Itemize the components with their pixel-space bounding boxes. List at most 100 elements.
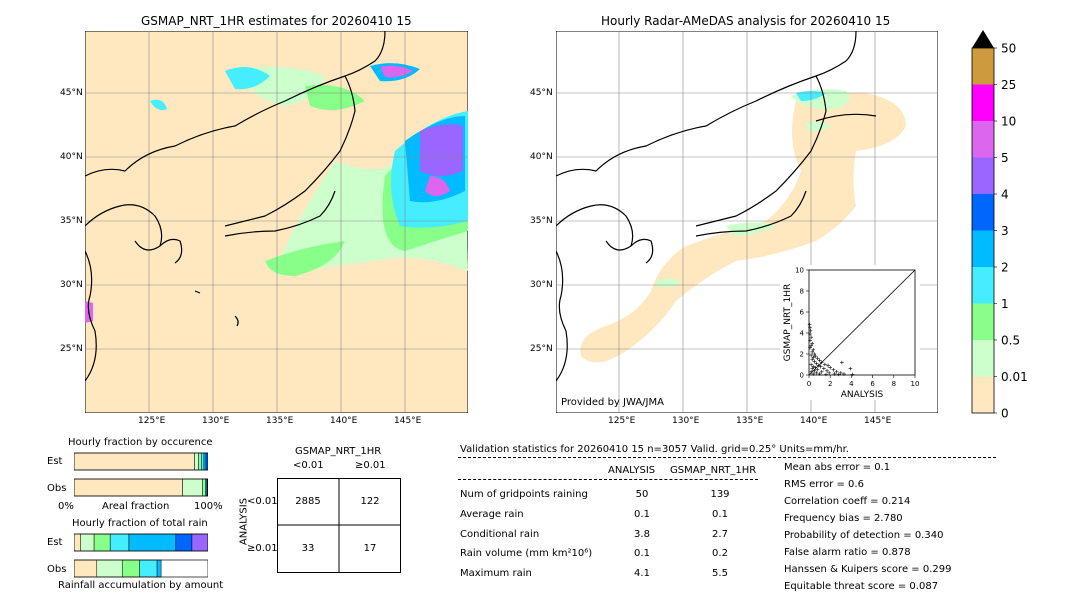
scatter-point: [828, 365, 832, 370]
left-lat-label-45: 45°N: [60, 88, 83, 98]
occurrence-bar-segment: [73, 478, 183, 497]
validation-row-label: Num of gridpoints raining: [460, 489, 588, 500]
left-map-title: GSMAP_NRT_1HR estimates for 20260410 15: [141, 14, 412, 28]
occurrence-bar-segment: [182, 478, 203, 497]
scatter-point: [842, 372, 846, 376]
score-frequency-bias: Frequency bias = 2.780: [784, 513, 903, 524]
validation-row-label: Average rain: [460, 509, 524, 520]
left-lon-label-125: 125°E: [138, 416, 166, 426]
total-rain-bar-segment: [175, 533, 193, 552]
left-map: [84, 30, 469, 414]
left-lat-label-35: 35°N: [60, 216, 83, 226]
scatter-xtick-label: 0: [807, 380, 811, 388]
colorbar-segment: [972, 84, 994, 121]
colorbar-canvas: 50 25 10 5 4 3 2 1 0.5 0.01 0: [971, 30, 1028, 421]
left-map-grid: [85, 31, 468, 413]
total-rain-bar-segment: [73, 559, 98, 578]
scatter-ytick-label: 6: [800, 309, 805, 317]
validation-row-gsmap: 0.1: [712, 509, 728, 520]
validation-col-gsmap: GSMAP_NRT_1HR: [670, 465, 757, 476]
validation-row-analysis: 50: [635, 489, 649, 500]
scatter-ytick-label: 4: [800, 330, 805, 338]
scatter-point: [808, 332, 812, 336]
validation-row-label: Maximum rain: [460, 568, 532, 579]
validation-divider: [458, 457, 996, 458]
contingency-table: [277, 478, 401, 573]
colorbar: 50 25 10 5 4 3 2 1 0.5 0.01 0: [970, 30, 1030, 421]
validation-row-analysis: 4.1: [634, 568, 650, 579]
total-rain-bar-segment: [109, 533, 130, 552]
colorbar-segment: [972, 267, 994, 304]
occurrence-bar-segment: [73, 452, 195, 471]
left-lon-label-135: 135°E: [266, 416, 294, 426]
occurrence-title: Hourly fraction by occurence: [68, 437, 213, 448]
contingency-cell-false-alarm: 122: [360, 496, 380, 507]
scatter-point: [811, 364, 816, 369]
scatter-point: [807, 322, 812, 327]
scatter-point: [812, 359, 817, 364]
occurrence-axis-left: 0%: [58, 501, 74, 512]
occurrence-chart: [73, 450, 209, 500]
scatter-point: [817, 372, 822, 376]
right-map-coastline: [555, 30, 877, 382]
scatter-point: [832, 372, 837, 376]
scatter-xtick-label: 2: [828, 380, 832, 388]
contingency-col-lt: <0.01: [293, 460, 324, 471]
right-lon-label-125: 125°E: [608, 416, 636, 426]
colorbar-tick-label: 0.5: [1001, 334, 1020, 348]
scatter-point: [808, 338, 812, 343]
right-lat-label-45: 45°N: [530, 88, 553, 98]
scatter-ytick-label: 0: [800, 372, 804, 380]
scatter-point: [840, 360, 844, 365]
scatter-point: [809, 353, 813, 357]
scatter-point: [813, 365, 818, 370]
colorbar-tick-label: 2: [1001, 261, 1009, 275]
occurrence-axis-right: 100%: [194, 501, 223, 512]
scatter-point: [816, 363, 821, 368]
occurrence-bar-segment: [198, 452, 202, 471]
contingency-cell-hit: 17: [363, 543, 377, 554]
right-lon-label-130: 130°E: [672, 416, 700, 426]
occurrence-axis-mid: Areal fraction: [102, 501, 170, 512]
colorbar-tick-label: 3: [1001, 224, 1009, 238]
right-analysis-area: [580, 89, 906, 363]
score-hk: Hanssen & Kuipers score = 0.299: [784, 564, 952, 575]
validation-row-gsmap: 2.7: [712, 529, 728, 540]
scatter-point: [819, 360, 824, 365]
scatter-point: [814, 371, 819, 375]
score-mean-abs-error: Mean abs error = 0.1: [784, 462, 891, 473]
scatter-point: [817, 358, 822, 363]
scatter-point: [848, 366, 853, 371]
colorbar-segment: [972, 157, 994, 194]
validation-row-analysis: 0.1: [634, 548, 650, 559]
scatter-xtick-label: 6: [870, 380, 875, 388]
scatter-point: [810, 357, 814, 362]
colorbar-segment: [972, 230, 994, 267]
scatter-point: [822, 366, 826, 371]
colorbar-over-arrow: [972, 30, 994, 48]
contingency-cell-miss: 33: [301, 543, 315, 554]
scatter-point: [818, 364, 823, 369]
right-lon-label-135: 135°E: [736, 416, 764, 426]
total-rain-row-obs: Obs: [47, 564, 67, 575]
score-rms-error: RMS error = 0.6: [784, 479, 864, 490]
scatter-point: [810, 341, 814, 346]
colorbar-segment: [972, 340, 994, 377]
colorbar-tick-label: 1: [1001, 297, 1009, 311]
validation-row-label: Rain volume (mm km²10⁶): [460, 548, 593, 559]
colorbar-tick-label: 4: [1001, 188, 1009, 202]
scatter-point: [831, 367, 836, 372]
total-rain-bar-segment: [128, 533, 177, 552]
colorbar-segment: [972, 48, 994, 85]
validation-header: Validation statistics for 20260410 15 n=…: [460, 444, 849, 455]
colorbar-segment: [972, 376, 994, 413]
scatter-diagonal: [808, 269, 916, 376]
scatter-point: [809, 335, 813, 339]
validation-col-divider: [458, 479, 758, 480]
colorbar-segment: [972, 303, 994, 340]
scatter-point: [824, 372, 828, 377]
scatter-point: [825, 369, 829, 373]
scatter-point: [810, 350, 814, 354]
scatter-ytick-label: 8: [800, 288, 804, 296]
right-lat-label-35: 35°N: [530, 216, 553, 226]
